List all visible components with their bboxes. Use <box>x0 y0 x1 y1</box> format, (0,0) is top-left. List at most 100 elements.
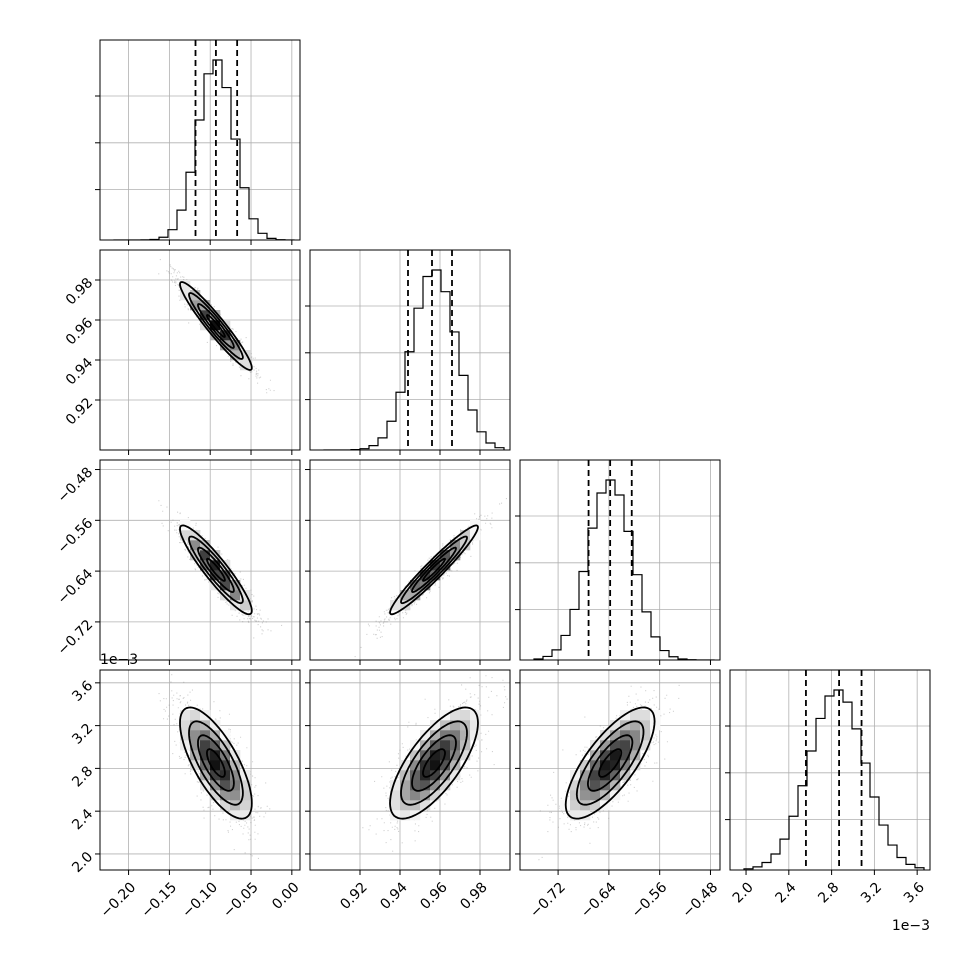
density-bin <box>430 750 441 761</box>
density-bin <box>570 790 581 801</box>
density-bin <box>620 740 631 751</box>
density-bin <box>420 790 431 801</box>
panel-frame <box>729 669 931 871</box>
density-bin <box>240 590 251 601</box>
x-tick-label: −0.20 <box>98 879 140 921</box>
panel-frame <box>99 459 301 661</box>
contour-3 <box>389 524 479 616</box>
density-bin <box>210 760 221 771</box>
density-bin <box>230 750 241 761</box>
density-bin <box>190 540 201 551</box>
panel-frame <box>309 249 511 451</box>
x-tick-label: 0.98 <box>457 879 490 912</box>
density-bin <box>610 720 621 731</box>
density-bin <box>620 750 631 761</box>
density-bin <box>590 740 601 751</box>
x-tick-label: 0.96 <box>417 879 450 912</box>
y-tick-label: −0.72 <box>55 617 97 659</box>
density-bin <box>590 750 601 761</box>
panel-frame <box>309 669 511 871</box>
density-bin <box>460 530 471 541</box>
density-bin <box>390 800 401 811</box>
density-bin <box>190 740 201 751</box>
density-bin <box>240 600 251 611</box>
contour-3 <box>179 706 253 820</box>
density-bin <box>220 790 231 801</box>
density-bin <box>230 600 241 611</box>
contour-2 <box>188 720 244 806</box>
density-bin <box>180 290 191 301</box>
density-bin <box>220 590 231 601</box>
density-layer <box>538 684 680 861</box>
scatter-panel-p1-p4 <box>95 669 301 875</box>
x-tick-label: −0.56 <box>629 879 671 921</box>
density-bin <box>580 760 591 771</box>
density-bin <box>200 750 211 761</box>
density-bin <box>470 710 481 721</box>
density-bin <box>220 580 231 591</box>
contour-0 <box>598 748 623 778</box>
density-bin <box>430 790 441 801</box>
density-bin <box>210 720 221 731</box>
density-bin <box>410 800 421 811</box>
density-bin <box>570 800 581 811</box>
density-bin <box>450 710 461 721</box>
density-bin <box>230 780 241 791</box>
x-tick-label: −0.72 <box>527 879 569 921</box>
density-bin <box>200 310 211 321</box>
density-bin <box>450 540 461 551</box>
density-bin <box>610 750 621 761</box>
density-bin <box>590 790 601 801</box>
density-bin <box>220 570 231 581</box>
density-bin <box>440 760 451 771</box>
density-bin <box>400 590 411 601</box>
density-bin <box>630 710 641 721</box>
contour-0 <box>422 748 446 778</box>
density-bin <box>230 580 241 591</box>
density-bin <box>450 730 461 741</box>
x-tick-label: 0.00 <box>269 879 302 912</box>
density-bin <box>220 800 231 811</box>
density-bin <box>580 770 591 781</box>
density-bin <box>460 750 471 761</box>
histogram-p1 <box>114 59 295 240</box>
density-bin <box>210 770 221 781</box>
panel-frame <box>309 459 511 661</box>
panel-frame <box>99 249 301 451</box>
panel-frame <box>519 459 721 661</box>
density-bin <box>600 760 611 771</box>
density-bin <box>230 770 241 781</box>
density-layer <box>354 498 507 658</box>
density-bin <box>470 720 481 731</box>
density-bin <box>460 710 471 721</box>
density-bin <box>440 770 451 781</box>
density-bin <box>570 780 581 791</box>
hist-panel-p3 <box>515 459 721 665</box>
y-tick-label: −0.48 <box>55 465 97 507</box>
density-bin <box>240 350 251 361</box>
density-bin <box>640 730 651 741</box>
density-bin <box>430 770 441 781</box>
y-tick-label: 0.94 <box>63 355 96 388</box>
density-bin <box>240 780 251 791</box>
density-bin <box>420 800 431 811</box>
density-bin <box>240 800 251 811</box>
density-bin <box>220 560 231 571</box>
y-tick-label: −0.64 <box>55 566 97 608</box>
density-bin <box>420 780 431 791</box>
density-bin <box>190 730 201 741</box>
y-tick-label: 0.98 <box>63 275 96 308</box>
density-bin <box>630 740 641 751</box>
density-bin <box>430 720 441 731</box>
contour-0 <box>205 557 226 582</box>
scatter-panel-p2-p3 <box>305 459 511 665</box>
density-bin <box>590 770 601 781</box>
x-tick-label: 0.94 <box>377 879 410 912</box>
density-bin <box>210 570 221 581</box>
contour-2 <box>400 535 468 605</box>
density-bin <box>460 730 471 741</box>
x-tick-label: 0.92 <box>337 879 370 912</box>
density-bin <box>180 710 191 721</box>
hist-panel-p4 <box>725 669 931 875</box>
